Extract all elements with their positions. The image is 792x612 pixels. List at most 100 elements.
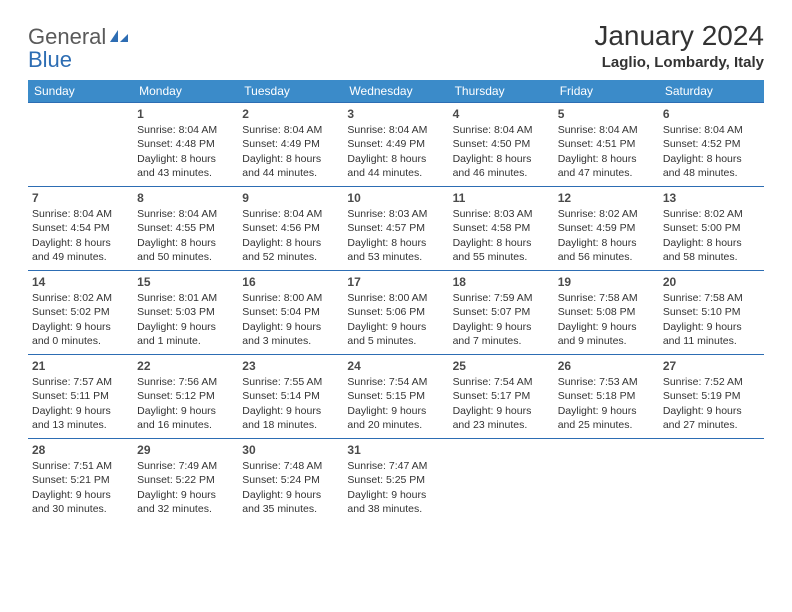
calendar-empty-cell xyxy=(449,439,554,523)
day-info: Sunrise: 7:54 AMSunset: 5:15 PMDaylight:… xyxy=(347,375,444,432)
calendar-day-cell: 20Sunrise: 7:58 AMSunset: 5:10 PMDayligh… xyxy=(659,271,764,355)
day-number: 14 xyxy=(32,274,129,290)
calendar-day-cell: 13Sunrise: 8:02 AMSunset: 5:00 PMDayligh… xyxy=(659,187,764,271)
day-info: Sunrise: 8:04 AMSunset: 4:48 PMDaylight:… xyxy=(137,123,234,180)
calendar-page: General Blue January 2024 Laglio, Lombar… xyxy=(0,0,792,523)
day-number: 8 xyxy=(137,190,234,206)
day-info: Sunrise: 7:58 AMSunset: 5:10 PMDaylight:… xyxy=(663,291,760,348)
day-info: Sunrise: 8:04 AMSunset: 4:51 PMDaylight:… xyxy=(558,123,655,180)
weekday-header: Friday xyxy=(554,80,659,103)
day-number: 21 xyxy=(32,358,129,374)
day-info: Sunrise: 8:02 AMSunset: 4:59 PMDaylight:… xyxy=(558,207,655,264)
day-number: 15 xyxy=(137,274,234,290)
day-number: 10 xyxy=(347,190,444,206)
calendar-body: 1Sunrise: 8:04 AMSunset: 4:48 PMDaylight… xyxy=(28,103,764,523)
day-info: Sunrise: 7:49 AMSunset: 5:22 PMDaylight:… xyxy=(137,459,234,516)
day-number: 1 xyxy=(137,106,234,122)
day-number: 13 xyxy=(663,190,760,206)
calendar-week-row: 7Sunrise: 8:04 AMSunset: 4:54 PMDaylight… xyxy=(28,187,764,271)
day-number: 24 xyxy=(347,358,444,374)
calendar-day-cell: 1Sunrise: 8:04 AMSunset: 4:48 PMDaylight… xyxy=(133,103,238,187)
day-number: 4 xyxy=(453,106,550,122)
day-number: 11 xyxy=(453,190,550,206)
month-title: January 2024 xyxy=(594,20,764,52)
day-info: Sunrise: 7:54 AMSunset: 5:17 PMDaylight:… xyxy=(453,375,550,432)
day-info: Sunrise: 7:58 AMSunset: 5:08 PMDaylight:… xyxy=(558,291,655,348)
day-info: Sunrise: 8:01 AMSunset: 5:03 PMDaylight:… xyxy=(137,291,234,348)
calendar-day-cell: 30Sunrise: 7:48 AMSunset: 5:24 PMDayligh… xyxy=(238,439,343,523)
logo-sail-icon xyxy=(108,28,130,49)
logo-text-wrapper: General Blue xyxy=(28,26,130,72)
calendar-week-row: 21Sunrise: 7:57 AMSunset: 5:11 PMDayligh… xyxy=(28,355,764,439)
day-info: Sunrise: 7:47 AMSunset: 5:25 PMDaylight:… xyxy=(347,459,444,516)
day-number: 6 xyxy=(663,106,760,122)
day-info: Sunrise: 8:00 AMSunset: 5:06 PMDaylight:… xyxy=(347,291,444,348)
calendar-day-cell: 27Sunrise: 7:52 AMSunset: 5:19 PMDayligh… xyxy=(659,355,764,439)
day-info: Sunrise: 8:04 AMSunset: 4:50 PMDaylight:… xyxy=(453,123,550,180)
day-number: 7 xyxy=(32,190,129,206)
day-info: Sunrise: 8:02 AMSunset: 5:02 PMDaylight:… xyxy=(32,291,129,348)
day-number: 23 xyxy=(242,358,339,374)
calendar-empty-cell xyxy=(554,439,659,523)
calendar-day-cell: 15Sunrise: 8:01 AMSunset: 5:03 PMDayligh… xyxy=(133,271,238,355)
day-number: 12 xyxy=(558,190,655,206)
day-number: 28 xyxy=(32,442,129,458)
calendar-day-cell: 6Sunrise: 8:04 AMSunset: 4:52 PMDaylight… xyxy=(659,103,764,187)
day-number: 3 xyxy=(347,106,444,122)
title-block: January 2024 Laglio, Lombardy, Italy xyxy=(594,20,764,71)
day-info: Sunrise: 8:00 AMSunset: 5:04 PMDaylight:… xyxy=(242,291,339,348)
calendar-day-cell: 22Sunrise: 7:56 AMSunset: 5:12 PMDayligh… xyxy=(133,355,238,439)
calendar-day-cell: 19Sunrise: 7:58 AMSunset: 5:08 PMDayligh… xyxy=(554,271,659,355)
calendar-empty-cell xyxy=(659,439,764,523)
day-info: Sunrise: 8:02 AMSunset: 5:00 PMDaylight:… xyxy=(663,207,760,264)
day-info: Sunrise: 8:04 AMSunset: 4:54 PMDaylight:… xyxy=(32,207,129,264)
calendar-day-cell: 21Sunrise: 7:57 AMSunset: 5:11 PMDayligh… xyxy=(28,355,133,439)
weekday-header: Sunday xyxy=(28,80,133,103)
calendar-day-cell: 5Sunrise: 8:04 AMSunset: 4:51 PMDaylight… xyxy=(554,103,659,187)
calendar-week-row: 1Sunrise: 8:04 AMSunset: 4:48 PMDaylight… xyxy=(28,103,764,187)
location: Laglio, Lombardy, Italy xyxy=(594,54,764,71)
day-info: Sunrise: 8:04 AMSunset: 4:56 PMDaylight:… xyxy=(242,207,339,264)
header: General Blue January 2024 Laglio, Lombar… xyxy=(28,20,764,72)
day-number: 30 xyxy=(242,442,339,458)
calendar-day-cell: 10Sunrise: 8:03 AMSunset: 4:57 PMDayligh… xyxy=(343,187,448,271)
calendar-empty-cell xyxy=(28,103,133,187)
day-number: 17 xyxy=(347,274,444,290)
day-number: 16 xyxy=(242,274,339,290)
calendar-day-cell: 7Sunrise: 8:04 AMSunset: 4:54 PMDaylight… xyxy=(28,187,133,271)
calendar-day-cell: 16Sunrise: 8:00 AMSunset: 5:04 PMDayligh… xyxy=(238,271,343,355)
day-info: Sunrise: 8:04 AMSunset: 4:49 PMDaylight:… xyxy=(242,123,339,180)
day-number: 26 xyxy=(558,358,655,374)
calendar-day-cell: 4Sunrise: 8:04 AMSunset: 4:50 PMDaylight… xyxy=(449,103,554,187)
weekday-header: Monday xyxy=(133,80,238,103)
calendar-day-cell: 24Sunrise: 7:54 AMSunset: 5:15 PMDayligh… xyxy=(343,355,448,439)
calendar-week-row: 14Sunrise: 8:02 AMSunset: 5:02 PMDayligh… xyxy=(28,271,764,355)
calendar-day-cell: 8Sunrise: 8:04 AMSunset: 4:55 PMDaylight… xyxy=(133,187,238,271)
day-info: Sunrise: 7:48 AMSunset: 5:24 PMDaylight:… xyxy=(242,459,339,516)
day-number: 5 xyxy=(558,106,655,122)
calendar-week-row: 28Sunrise: 7:51 AMSunset: 5:21 PMDayligh… xyxy=(28,439,764,523)
weekday-header: Wednesday xyxy=(343,80,448,103)
calendar-day-cell: 28Sunrise: 7:51 AMSunset: 5:21 PMDayligh… xyxy=(28,439,133,523)
day-number: 31 xyxy=(347,442,444,458)
day-info: Sunrise: 7:51 AMSunset: 5:21 PMDaylight:… xyxy=(32,459,129,516)
calendar-day-cell: 14Sunrise: 8:02 AMSunset: 5:02 PMDayligh… xyxy=(28,271,133,355)
day-number: 25 xyxy=(453,358,550,374)
calendar-day-cell: 31Sunrise: 7:47 AMSunset: 5:25 PMDayligh… xyxy=(343,439,448,523)
logo-text-blue: Blue xyxy=(28,47,72,72)
weekday-header: Tuesday xyxy=(238,80,343,103)
day-info: Sunrise: 7:56 AMSunset: 5:12 PMDaylight:… xyxy=(137,375,234,432)
day-info: Sunrise: 8:04 AMSunset: 4:52 PMDaylight:… xyxy=(663,123,760,180)
day-info: Sunrise: 8:03 AMSunset: 4:58 PMDaylight:… xyxy=(453,207,550,264)
logo: General Blue xyxy=(28,20,130,72)
calendar-day-cell: 26Sunrise: 7:53 AMSunset: 5:18 PMDayligh… xyxy=(554,355,659,439)
calendar-day-cell: 29Sunrise: 7:49 AMSunset: 5:22 PMDayligh… xyxy=(133,439,238,523)
calendar-day-cell: 12Sunrise: 8:02 AMSunset: 4:59 PMDayligh… xyxy=(554,187,659,271)
day-info: Sunrise: 7:57 AMSunset: 5:11 PMDaylight:… xyxy=(32,375,129,432)
logo-text-general: General xyxy=(28,24,106,49)
day-info: Sunrise: 7:52 AMSunset: 5:19 PMDaylight:… xyxy=(663,375,760,432)
calendar-table: SundayMondayTuesdayWednesdayThursdayFrid… xyxy=(28,80,764,523)
day-number: 19 xyxy=(558,274,655,290)
day-info: Sunrise: 8:04 AMSunset: 4:55 PMDaylight:… xyxy=(137,207,234,264)
day-info: Sunrise: 7:53 AMSunset: 5:18 PMDaylight:… xyxy=(558,375,655,432)
